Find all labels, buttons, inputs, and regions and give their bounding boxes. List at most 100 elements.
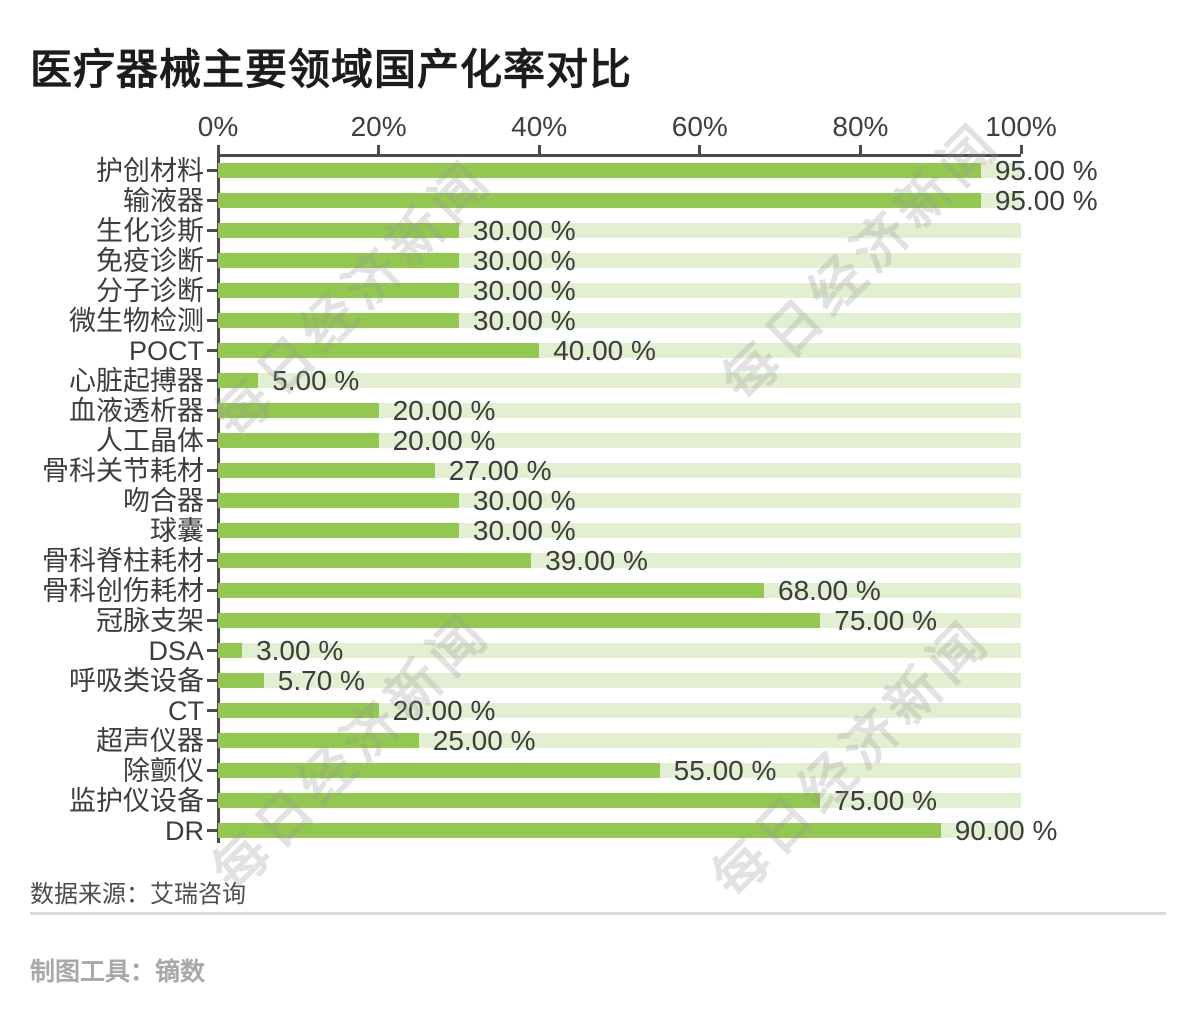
bar-track: [218, 433, 1021, 448]
category-label: 分子诊断: [96, 275, 204, 306]
category-label: 生化诊斯: [96, 215, 204, 246]
category-label: 冠脉支架: [96, 605, 204, 636]
category-tick: [207, 199, 218, 202]
bar-fill: [218, 553, 532, 568]
category-tick: [207, 319, 218, 322]
bar-fill: [218, 463, 435, 478]
category-tick: [207, 829, 218, 832]
category-label: 骨科关节耗材: [42, 455, 204, 486]
bar-fill: [218, 223, 459, 238]
category-tick: [207, 379, 218, 382]
value-label: 30.00 %: [472, 514, 576, 546]
category-tick: [207, 709, 218, 712]
category-label: CT: [168, 695, 204, 726]
value-label: 27.00 %: [448, 454, 552, 486]
value-label: 30.00 %: [472, 214, 576, 246]
category-label: 血液透析器: [69, 395, 204, 426]
category-label: 输液器: [123, 185, 204, 216]
category-label: 免疫诊断: [96, 245, 204, 276]
x-axis-line: [218, 154, 1021, 157]
bar-track: [218, 733, 1021, 748]
value-label: 39.00 %: [545, 544, 648, 576]
category-tick: [207, 559, 218, 562]
bar-fill: [218, 433, 379, 448]
bar-fill: [218, 763, 660, 778]
bar-fill: [218, 733, 419, 748]
value-label: 20.00 %: [392, 394, 496, 426]
category-label: DSA: [148, 635, 204, 666]
category-label: 骨科创伤耗材: [42, 575, 204, 606]
bar-fill: [218, 283, 459, 298]
x-axis-tick-label: 80%: [832, 111, 889, 142]
value-label: 75.00 %: [834, 784, 937, 816]
bar-track: [218, 703, 1021, 718]
category-tick: [207, 259, 218, 262]
x-axis-tick: [377, 145, 381, 154]
value-label: 30.00 %: [472, 484, 576, 516]
category-label: 人工晶体: [96, 425, 204, 456]
x-axis-tick-label: 40%: [511, 111, 568, 142]
category-label: POCT: [128, 335, 204, 366]
value-label: 55.00 %: [673, 754, 777, 786]
category-tick: [207, 769, 218, 772]
category-label: DR: [165, 815, 204, 846]
value-label: 95.00 %: [994, 154, 1098, 186]
category-label: 吻合器: [123, 485, 204, 516]
bar-track: [218, 673, 1021, 688]
bar-fill: [218, 613, 821, 628]
bar-fill: [218, 253, 459, 268]
category-tick: [207, 739, 218, 742]
chart-tool-label: 制图工具：镝数: [30, 958, 206, 986]
bar-fill: [218, 313, 459, 328]
bar-fill: [218, 373, 259, 388]
category-tick: [207, 589, 218, 592]
value-label: 3.00 %: [256, 634, 344, 666]
category-label: 球囊: [150, 515, 204, 546]
value-label: 30.00 %: [472, 304, 576, 336]
bar-track: [218, 403, 1021, 418]
bar-fill: [218, 643, 243, 658]
value-label: 25.00 %: [432, 724, 536, 756]
category-tick: [207, 679, 218, 682]
x-axis-tick: [537, 145, 541, 154]
chart-title: 医疗器械主要领域国产化率对比: [30, 46, 633, 93]
category-tick: [207, 529, 218, 532]
value-label: 20.00 %: [392, 694, 496, 726]
category-label: 护创材料: [96, 155, 204, 186]
category-tick: [207, 469, 218, 472]
bar-fill: [218, 163, 981, 178]
bar-fill: [218, 343, 540, 358]
x-axis-tick-label: 100%: [985, 111, 1057, 142]
bar-track: [218, 643, 1021, 658]
category-tick: [207, 499, 218, 502]
x-axis-tick: [1019, 145, 1023, 154]
value-label: 90.00 %: [954, 814, 1058, 846]
category-tick: [207, 289, 218, 292]
value-label: 5.70 %: [277, 664, 365, 696]
value-label: 20.00 %: [392, 424, 496, 456]
category-tick: [207, 409, 218, 412]
x-axis-tick: [698, 145, 702, 154]
value-label: 30.00 %: [472, 274, 576, 306]
bar-fill: [218, 523, 459, 538]
x-axis-tick-label: 0%: [197, 111, 239, 142]
bar-fill: [218, 193, 981, 208]
category-label: 呼吸类设备: [69, 665, 204, 696]
bar-track: [218, 373, 1021, 388]
value-label: 40.00 %: [553, 334, 656, 366]
bar-fill: [218, 673, 264, 688]
bar-fill: [218, 493, 459, 508]
category-label: 监护仪设备: [69, 785, 204, 816]
bar-fill: [218, 793, 821, 808]
category-tick: [207, 169, 218, 172]
category-tick: [207, 799, 218, 802]
category-tick: [207, 649, 218, 652]
data-source-label: 数据来源：艾瑞咨询: [30, 881, 246, 908]
bar-fill: [218, 583, 765, 598]
value-label: 68.00 %: [778, 574, 881, 606]
value-label: 95.00 %: [994, 184, 1098, 216]
category-tick: [207, 439, 218, 442]
x-axis-tick: [858, 145, 862, 154]
